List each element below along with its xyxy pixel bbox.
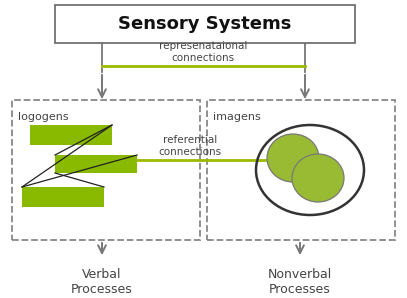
Bar — [22, 187, 104, 207]
FancyBboxPatch shape — [55, 5, 355, 43]
Bar — [55, 155, 137, 173]
Text: represenataional
connections: represenataional connections — [159, 41, 247, 63]
Text: Sensory Systems: Sensory Systems — [118, 15, 292, 33]
Bar — [30, 125, 112, 145]
Ellipse shape — [267, 134, 319, 182]
Text: Verbal
Processes: Verbal Processes — [71, 268, 133, 296]
Text: referential
connections: referential connections — [158, 135, 221, 157]
Text: imagens: imagens — [213, 112, 261, 122]
Ellipse shape — [292, 154, 344, 202]
Text: logogens: logogens — [18, 112, 69, 122]
Text: Nonverbal
Processes: Nonverbal Processes — [268, 268, 332, 296]
